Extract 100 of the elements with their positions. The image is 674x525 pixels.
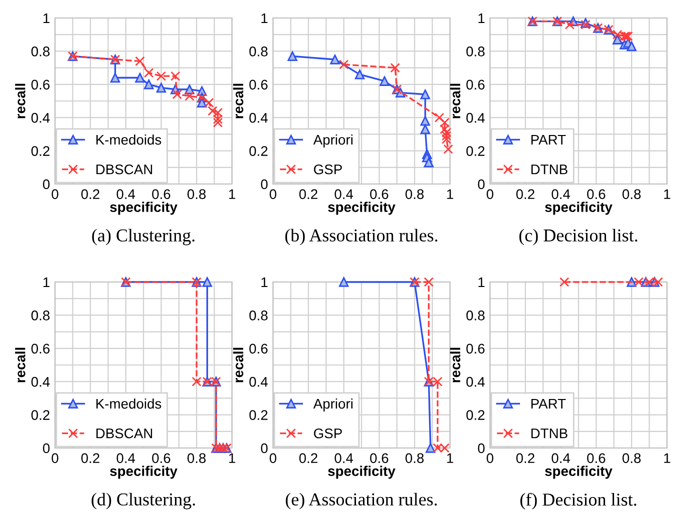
- x-tick-label: 0: [270, 189, 276, 200]
- y-tick-label: 0.2: [31, 410, 50, 420]
- x-tick-label: 0: [486, 453, 494, 464]
- x-tick-label: 0.8: [622, 189, 641, 200]
- y-tick-label: 0: [42, 443, 50, 454]
- y-tick-label: 0.8: [249, 310, 268, 320]
- x-tick-label: 0.8: [187, 189, 206, 200]
- x-axis-title: specificity: [110, 466, 178, 479]
- x-tick-label: 0.6: [370, 189, 388, 200]
- x-axis-title: specificity: [328, 466, 396, 479]
- y-tick-label: 0.8: [466, 310, 485, 320]
- text: (b) Association rules.: [285, 228, 438, 246]
- y-tick-label: 0.2: [31, 146, 50, 156]
- x-axis-title: specificity: [545, 466, 612, 479]
- y-tick-label: 0.6: [249, 344, 268, 354]
- text: (a) Clustering.: [92, 228, 194, 246]
- legend-label: DTNB: [531, 164, 568, 174]
- legend-label: DTNB: [531, 428, 568, 438]
- x-tick-label: 1: [447, 189, 454, 199]
- legend-label: Apriori: [313, 134, 352, 148]
- y-tick-label: 0.2: [249, 410, 268, 420]
- y-tick-label: 0.4: [249, 112, 268, 123]
- x-tick-label: 0: [270, 453, 276, 464]
- x-axis-title: specificity: [328, 202, 396, 215]
- y-axis-title: recall: [450, 84, 460, 118]
- y-tick-label: 0: [478, 179, 485, 190]
- x-tick-label: 0.4: [116, 189, 136, 200]
- x-tick-label: 0.2: [516, 189, 534, 200]
- y-axis-title: recall: [233, 84, 244, 118]
- y-axis-title: recall: [450, 348, 460, 382]
- y-tick-label: 0.2: [249, 146, 268, 156]
- y-tick-label: 0.4: [466, 376, 485, 387]
- legend-label: DBSCAN: [96, 428, 152, 438]
- x-tick-label: 0.4: [334, 453, 354, 464]
- x-tick-label: 0.4: [552, 189, 570, 200]
- y-tick-label: 0.8: [31, 46, 50, 56]
- x-tick-label: 0.6: [587, 453, 606, 464]
- x-axis-title: specificity: [545, 202, 612, 215]
- x-tick-label: 0.2: [81, 189, 100, 200]
- x-tick-label: 0.2: [299, 189, 318, 200]
- y-tick-label: 0.6: [31, 80, 50, 90]
- legend-label: DBSCAN: [96, 164, 152, 174]
- x-tick-label: 0.6: [587, 189, 606, 200]
- text: (e) Association rules.: [286, 492, 437, 510]
- y-tick-label: 1: [478, 13, 484, 24]
- x-tick-label: 0.4: [116, 453, 136, 464]
- x-axis-title: specificity: [110, 202, 178, 215]
- y-tick-label: 1: [478, 277, 484, 288]
- x-tick-label: 0.8: [622, 453, 641, 464]
- y-axis-title: recall: [15, 84, 26, 118]
- legend-label: PART: [531, 399, 566, 409]
- y-tick-label: 0.8: [31, 310, 50, 320]
- text: (f) Decision list.: [520, 492, 636, 510]
- y-tick-label: 0.2: [466, 146, 484, 156]
- legend-label: GSP: [314, 164, 342, 174]
- y-tick-label: 1: [261, 277, 268, 288]
- y-tick-label: 0.8: [249, 46, 268, 56]
- x-tick-label: 0.6: [152, 189, 170, 200]
- y-axis-title: recall: [233, 348, 244, 382]
- legend-label: GSP: [314, 428, 342, 438]
- x-tick-label: 0.2: [299, 453, 318, 464]
- y-tick-label: 1: [261, 13, 268, 24]
- x-tick-label: 0.2: [516, 453, 534, 464]
- legend-label: K-medoids: [96, 398, 162, 409]
- x-tick-label: 0.6: [152, 453, 170, 464]
- x-tick-label: 0.4: [552, 453, 570, 464]
- y-tick-label: 0.4: [466, 112, 485, 123]
- y-tick-label: 0.6: [466, 344, 485, 354]
- x-tick-label: 0.8: [405, 453, 424, 464]
- y-tick-label: 0.4: [249, 376, 268, 387]
- legend-label: PART: [531, 135, 566, 145]
- x-tick-label: 1: [664, 453, 670, 463]
- text: (d) Clustering.: [92, 492, 195, 510]
- x-tick-label: 0.4: [334, 189, 354, 200]
- y-tick-label: 0: [42, 179, 50, 190]
- y-tick-label: 0.4: [31, 376, 50, 387]
- legend-label: K-medoids: [96, 134, 162, 145]
- text: (c) Decision list.: [519, 228, 638, 246]
- y-tick-label: 0.6: [466, 80, 485, 90]
- y-tick-label: 0.4: [31, 112, 50, 123]
- y-tick-label: 0.2: [466, 410, 484, 420]
- x-tick-label: 1: [664, 189, 670, 199]
- x-tick-label: 0.6: [370, 453, 388, 464]
- y-tick-label: 0: [260, 179, 268, 190]
- x-tick-label: 0: [486, 189, 494, 200]
- x-tick-label: 1: [229, 189, 236, 199]
- x-tick-label: 0: [52, 189, 58, 200]
- x-tick-label: 0: [52, 453, 58, 464]
- y-tick-label: 1: [43, 13, 50, 24]
- y-axis-title: recall: [15, 348, 26, 382]
- x-tick-label: 1: [447, 453, 454, 463]
- x-tick-label: 0.8: [187, 453, 206, 464]
- y-tick-label: 0.6: [249, 80, 268, 90]
- y-tick-label: 0: [260, 443, 268, 454]
- x-tick-label: 0.8: [405, 189, 424, 200]
- y-tick-label: 0.8: [466, 46, 485, 56]
- legend-label: Apriori: [313, 398, 352, 412]
- y-tick-label: 0: [478, 443, 485, 454]
- y-tick-label: 0.6: [31, 344, 50, 354]
- x-tick-label: 0.2: [81, 453, 100, 464]
